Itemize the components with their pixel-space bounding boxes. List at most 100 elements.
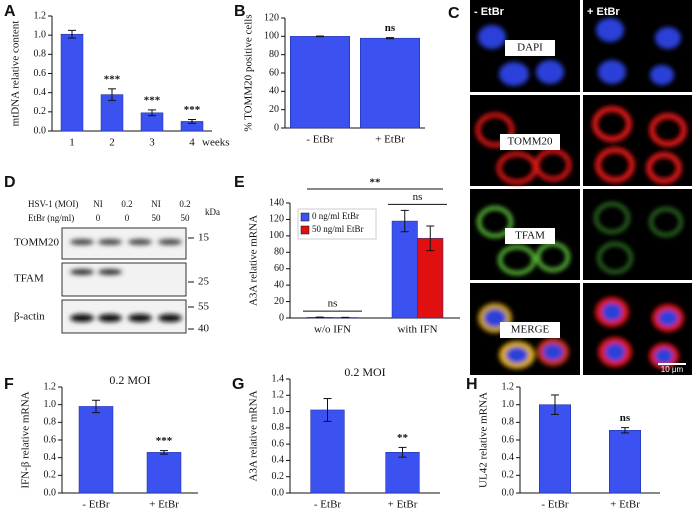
y-tick-label: 0.8 [34, 49, 47, 60]
annotation: ns [620, 412, 631, 424]
label-bg [500, 322, 560, 338]
y-axis-label: A3A relative mRNA [248, 390, 260, 481]
label-bg [500, 134, 560, 150]
x-tick-label: 4 [189, 137, 195, 149]
y-tick-label: 40 [269, 86, 279, 97]
bar [417, 238, 444, 319]
row-label: MERGE [511, 324, 550, 336]
y-tick-label: 100 [264, 31, 279, 42]
panel-label: D [4, 174, 16, 191]
bar [360, 37, 420, 129]
panel-label: F [4, 376, 14, 393]
y-tick-label: 20 [274, 296, 284, 307]
panel-label: H [466, 376, 478, 393]
row-label: β-actin [14, 311, 45, 323]
marker-label: 55 [198, 301, 210, 313]
y-tick-label: 0 [274, 122, 279, 133]
y-tick-label: 0.4 [34, 87, 47, 98]
y-tick-label: 100 [269, 230, 284, 241]
y-tick-label: 0.8 [272, 422, 285, 433]
row-label: TOMM20 [14, 237, 60, 249]
x-tick-label: w/o IFN [314, 324, 351, 336]
y-tick-label: 0.6 [272, 438, 285, 449]
column-header: + EtBr [587, 6, 620, 18]
panel-label: C [448, 5, 460, 22]
annotation: ns [328, 298, 338, 310]
bar [310, 409, 345, 494]
x-tick-label: + EtBr [610, 499, 640, 511]
header-label: HSV-1 (MOI) [28, 199, 78, 209]
legend-swatch [300, 212, 310, 222]
x-tick-label: 2 [109, 137, 115, 149]
panel-label: G [232, 376, 244, 393]
y-tick-label: 1.2 [272, 390, 285, 401]
unit-label: kDa [205, 207, 220, 217]
y-tick-label: 1.0 [44, 399, 57, 410]
annotation: ns [413, 191, 423, 203]
lane-label: 0 [96, 213, 101, 223]
label-bg [505, 228, 555, 244]
y-tick-label: 20 [269, 104, 279, 115]
y-tick-label: 0.0 [44, 487, 57, 498]
x-tick-label: with IFN [397, 324, 437, 336]
y-tick-label: 0.2 [44, 470, 57, 481]
bar [146, 452, 182, 494]
y-axis-label: % TOMM20 positive cells [243, 14, 255, 131]
y-tick-label: 0.4 [44, 452, 57, 463]
y-axis-label: UL42 relative mRNA [478, 392, 490, 488]
y-tick-label: 1.0 [502, 399, 515, 410]
bar [539, 404, 571, 494]
y-tick-label: 0.0 [34, 125, 47, 136]
y-tick-label: 1.4 [272, 373, 285, 384]
column-header: - EtBr [474, 6, 505, 18]
lane-label: 50 [181, 213, 191, 223]
x-axis-label: weeks [202, 137, 230, 149]
x-tick-label: - EtBr [314, 499, 342, 511]
bar [391, 220, 418, 319]
bar [609, 430, 641, 494]
y-tick-label: 0.0 [272, 487, 285, 498]
y-axis-label: A3A relative mRNA [248, 215, 260, 306]
marker-label: 25 [198, 276, 210, 288]
panel-label: E [234, 174, 245, 191]
header-label: EtBr (ng/ml) [28, 213, 74, 223]
bar [60, 33, 84, 132]
annotation: *** [156, 435, 173, 447]
annotation: ** [370, 177, 382, 189]
blot-panel: D HSV-1 (MOI) NI 0.2 NI 0.2 EtBr (ng/ml)… [4, 174, 220, 334]
chart-title: 0.2 MOI [344, 365, 385, 379]
x-tick-label: - EtBr [306, 134, 334, 146]
y-tick-label: 60 [274, 263, 284, 274]
x-tick-label: - EtBr [541, 499, 569, 511]
image [583, 189, 692, 280]
y-tick-label: 60 [269, 67, 279, 78]
micrograph-panel: C - EtBr + EtBr DAPI TOMM20 TFAM MERGE 1… [448, 0, 692, 375]
row-label: TFAM [14, 273, 44, 285]
y-tick-label: 80 [274, 247, 284, 258]
y-tick-label: 80 [269, 49, 279, 60]
lane-label: 0.2 [179, 199, 190, 209]
y-tick-label: 0.2 [272, 471, 285, 482]
y-tick-label: 0.8 [44, 417, 57, 428]
legend-box [297, 208, 377, 240]
y-tick-label: 0.6 [44, 434, 57, 445]
x-tick-label: 1 [69, 137, 75, 149]
y-tick-label: 1.0 [272, 406, 285, 417]
bands [70, 239, 182, 322]
x-tick-label: 3 [149, 137, 155, 149]
y-tick-label: 1.2 [502, 381, 515, 392]
annotation: ns [385, 22, 396, 34]
y-tick-label: 0.6 [34, 68, 47, 79]
y-tick-label: 0.2 [34, 106, 47, 117]
y-tick-label: 120 [264, 12, 279, 23]
legend-swatch [300, 225, 310, 235]
y-tick-label: 1.2 [34, 10, 47, 21]
annotation: *** [104, 73, 121, 85]
x-tick-label: + EtBr [149, 499, 179, 511]
label-bg [505, 40, 555, 56]
marker-label: 15 [198, 232, 210, 244]
lane-label: 0 [125, 213, 130, 223]
lane-label: 50 [152, 213, 162, 223]
row-label: TOMM20 [507, 136, 553, 148]
